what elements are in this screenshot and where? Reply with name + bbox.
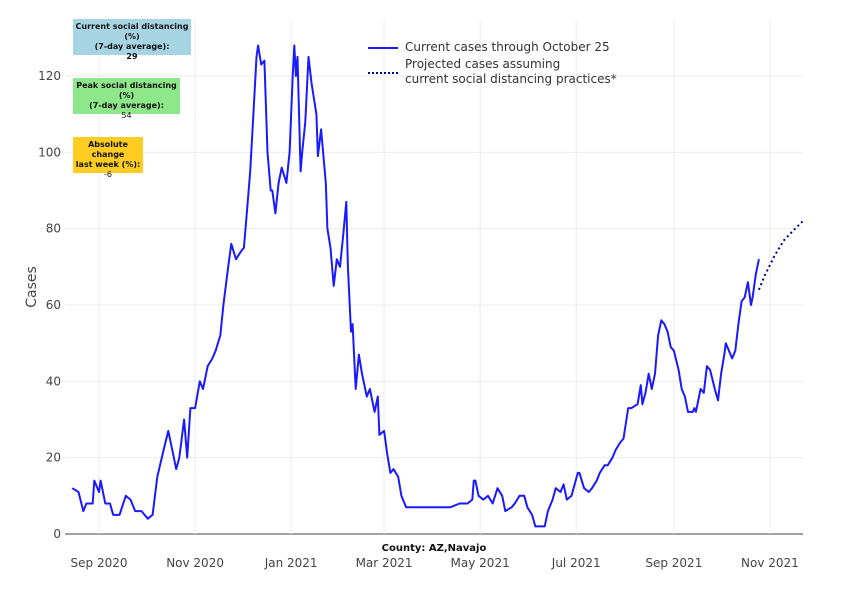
x-tick-label: Nov 2020 [166,556,224,570]
absolute-change-label: Absolute change [88,140,128,159]
x-tick-label: Mar 2021 [356,556,413,570]
x-tick-label: May 2021 [451,556,510,570]
x-tick-label: Nov 2021 [741,556,799,570]
y-tick-label: 120 [38,69,61,83]
x-tick-label: Sep 2020 [71,556,128,570]
current-distancing-box: Current social distancing (%) (7-day ave… [73,19,191,61]
current-cases-line [71,44,760,528]
current-distancing-label-2: (7-day average): [94,42,170,51]
y-tick-label: 80 [46,222,61,236]
current-distancing-value: 29 [126,52,138,61]
peak-distancing-value: 54 [121,111,132,120]
x-axis-title: County: AZ,Navajo [382,543,487,554]
absolute-change-box: Absolute change last week (%): -6 [73,137,143,179]
legend-item-current[interactable]: Current cases through October 25 [368,40,617,55]
x-tick-label: Jul 2021 [551,556,601,570]
y-tick-label: 60 [46,298,61,312]
peak-distancing-label-2: (7-day average): [89,101,164,110]
y-axis-title: Cases [24,266,40,308]
absolute-change-label-2: last week (%): [75,160,141,169]
y-tick-label: 0 [53,527,61,541]
absolute-change-value: -6 [104,170,112,179]
projected-cases-line [757,220,804,291]
peak-distancing-label: Peak social distancing (%) [76,81,177,100]
y-tick-label: 100 [38,145,61,159]
y-tick-label: 40 [46,374,61,388]
legend-dotted-swatch [368,72,398,74]
legend-label-current: Current cases through October 25 [405,40,610,54]
x-tick-label: Jan 2021 [264,556,318,570]
legend-solid-swatch [368,47,398,49]
current-distancing-label: Current social distancing (%) [75,22,189,41]
legend-label-projected-1: Projected cases assuming [405,57,561,71]
x-tick-label: Sep 2021 [645,556,702,570]
legend: Current cases through October 25 Project… [368,40,617,89]
peak-distancing-box: Peak social distancing (%) (7-day averag… [73,78,180,120]
legend-label-projected-2: current social distancing practices* [405,72,617,86]
legend-item-projected[interactable]: Projected cases assuming current social … [368,57,617,87]
y-tick-label: 20 [46,451,61,465]
